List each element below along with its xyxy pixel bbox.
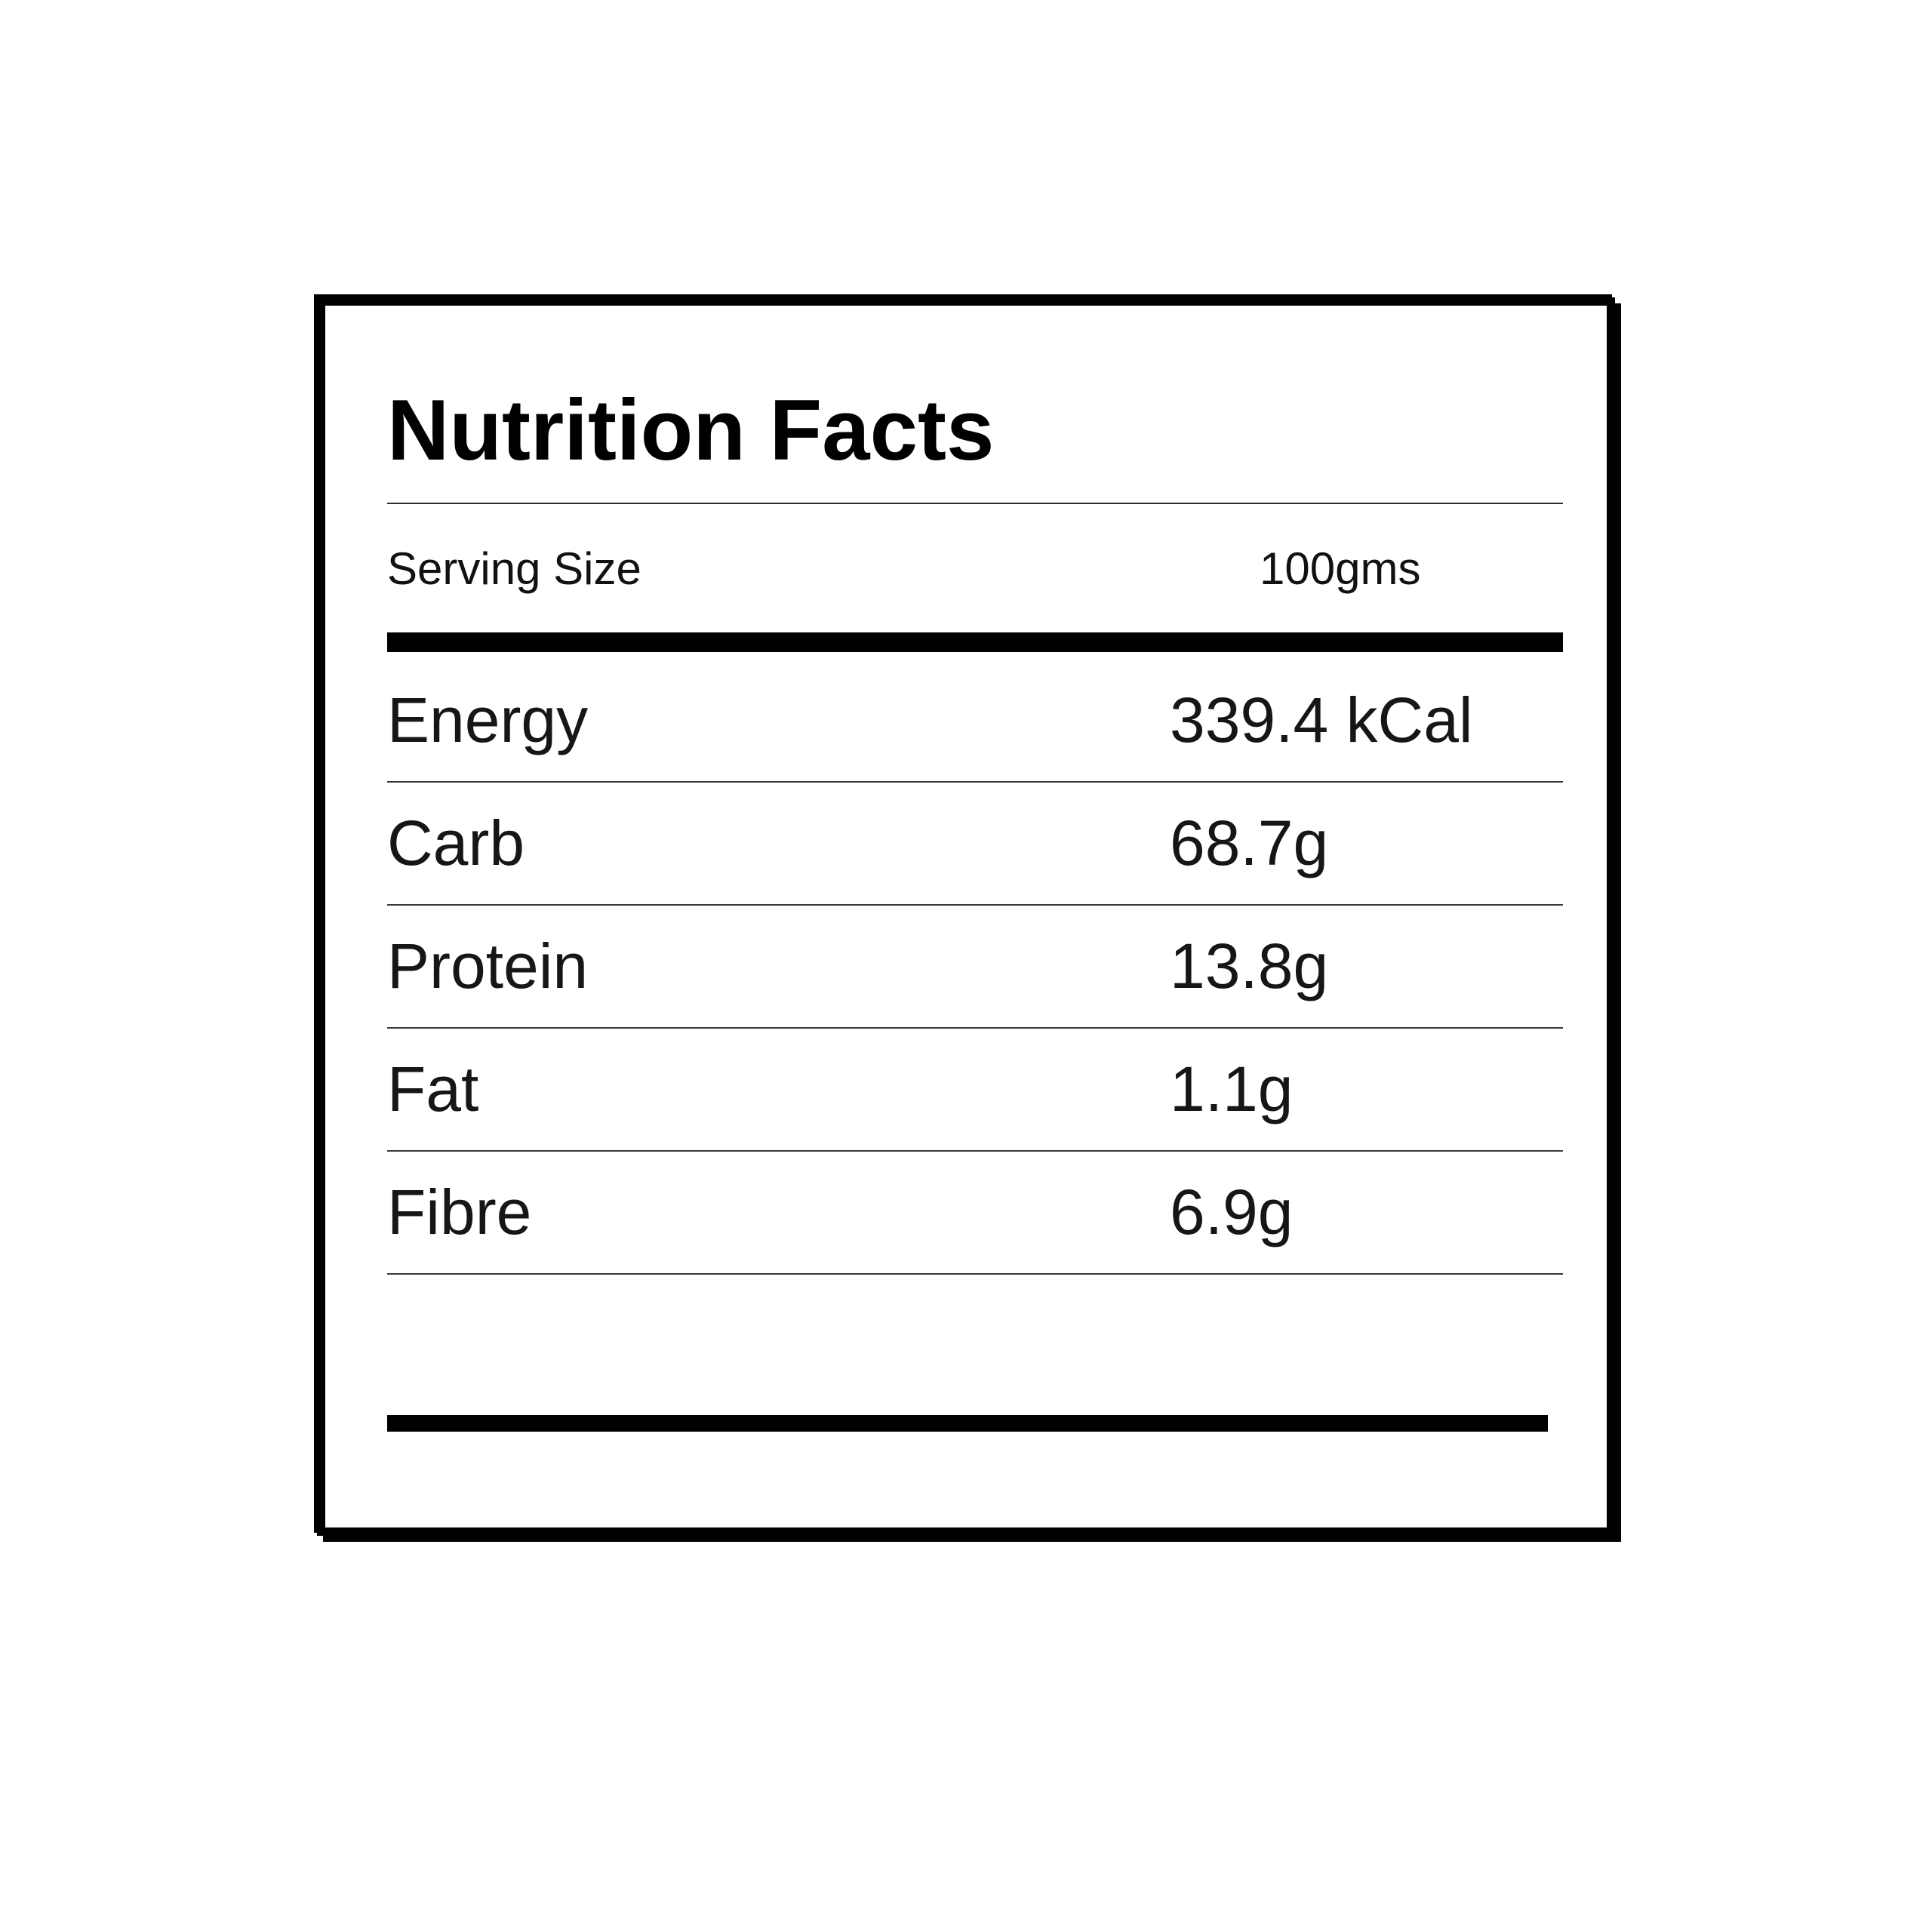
table-row-fibre: Fibre 6.9g <box>387 1152 1563 1275</box>
serving-size-value: 100gms <box>1260 543 1421 594</box>
nutrient-value: 68.7g <box>1170 808 1329 879</box>
table-row-energy: Energy 339.4 kCal <box>387 652 1563 783</box>
nutrient-name: Carb <box>387 808 525 879</box>
nutrient-value: 6.9g <box>1170 1177 1294 1248</box>
thick-separator-top <box>387 632 1563 653</box>
serving-size-row: Serving Size 100gms <box>387 504 1563 632</box>
nutrient-value: 339.4 kCal <box>1170 685 1473 756</box>
nutrient-value: 13.8g <box>1170 931 1329 1002</box>
nutrient-name: Fat <box>387 1054 479 1125</box>
label-title: Nutrition Facts <box>387 383 995 478</box>
serving-size-label: Serving Size <box>387 543 641 594</box>
table-row-protein: Protein 13.8g <box>387 906 1563 1029</box>
nutrient-table: Energy 339.4 kCal Carb 68.7g Protein 13.… <box>387 652 1563 1275</box>
nutrient-name: Protein <box>387 931 589 1002</box>
nutrition-facts-label: Nutrition Facts Serving Size 100gms Ener… <box>317 297 1615 1536</box>
nutrient-name: Energy <box>387 685 589 756</box>
thick-separator-bottom <box>387 1415 1548 1432</box>
title-divider-line <box>387 503 1563 505</box>
table-row-carb: Carb 68.7g <box>387 783 1563 906</box>
nutrient-name: Fibre <box>387 1177 532 1248</box>
nutrient-value: 1.1g <box>1170 1054 1294 1125</box>
table-row-fat: Fat 1.1g <box>387 1029 1563 1152</box>
